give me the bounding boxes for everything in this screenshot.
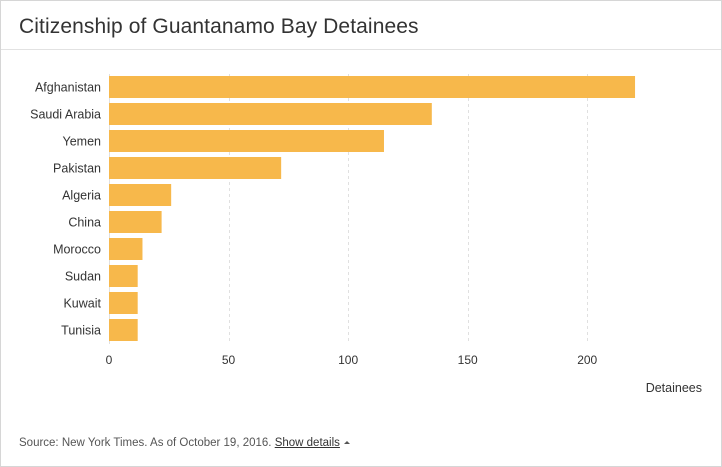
- category-label: Algeria: [62, 189, 101, 203]
- title-divider: [1, 49, 721, 50]
- bar-afghanistan[interactable]: [109, 76, 636, 98]
- category-label: China: [68, 216, 101, 230]
- category-label: Afghanistan: [35, 81, 101, 95]
- bar-saudi-arabia[interactable]: [109, 103, 432, 125]
- bar-tunisia[interactable]: [109, 319, 138, 341]
- bar-morocco[interactable]: [109, 238, 143, 260]
- x-axis-label: Detainees: [646, 381, 702, 395]
- bar-chart: Afghanistan Saudi Arabia Yemen Pakistan Alge…: [30, 74, 702, 395]
- category-label: Sudan: [65, 270, 101, 284]
- x-tick-label: 200: [577, 353, 597, 367]
- source-note: Source: New York Times. As of October 19…: [19, 437, 272, 449]
- category-label: Pakistan: [53, 162, 101, 176]
- bars: [109, 76, 636, 341]
- bar-sudan[interactable]: [109, 265, 138, 287]
- category-label: Kuwait: [63, 297, 101, 311]
- chart-footer: Source: New York Times. As of October 19…: [19, 437, 350, 449]
- category-label: Morocco: [53, 243, 101, 257]
- category-label: Yemen: [63, 135, 102, 149]
- x-tick-label: 150: [458, 353, 478, 367]
- x-tick-labels: 0 50 100 150 200: [106, 353, 598, 367]
- show-details-label: Show details: [274, 437, 340, 449]
- x-tick-label: 100: [338, 353, 358, 367]
- bar-yemen[interactable]: [109, 130, 384, 152]
- bar-kuwait[interactable]: [109, 292, 138, 314]
- chart-title: Citizenship of Guantanamo Bay Detainees: [19, 15, 419, 38]
- category-label: Saudi Arabia: [30, 108, 101, 122]
- bar-pakistan[interactable]: [109, 157, 282, 179]
- bar-algeria[interactable]: [109, 184, 172, 206]
- bar-china[interactable]: [109, 211, 162, 233]
- category-label: Tunisia: [61, 324, 101, 338]
- x-tick-label: 0: [106, 353, 113, 367]
- x-tick-label: 50: [222, 353, 236, 367]
- category-labels: Afghanistan Saudi Arabia Yemen Pakistan Alge…: [30, 81, 101, 338]
- caret-up-icon: [343, 441, 350, 444]
- show-details-link[interactable]: Show details: [275, 437, 350, 449]
